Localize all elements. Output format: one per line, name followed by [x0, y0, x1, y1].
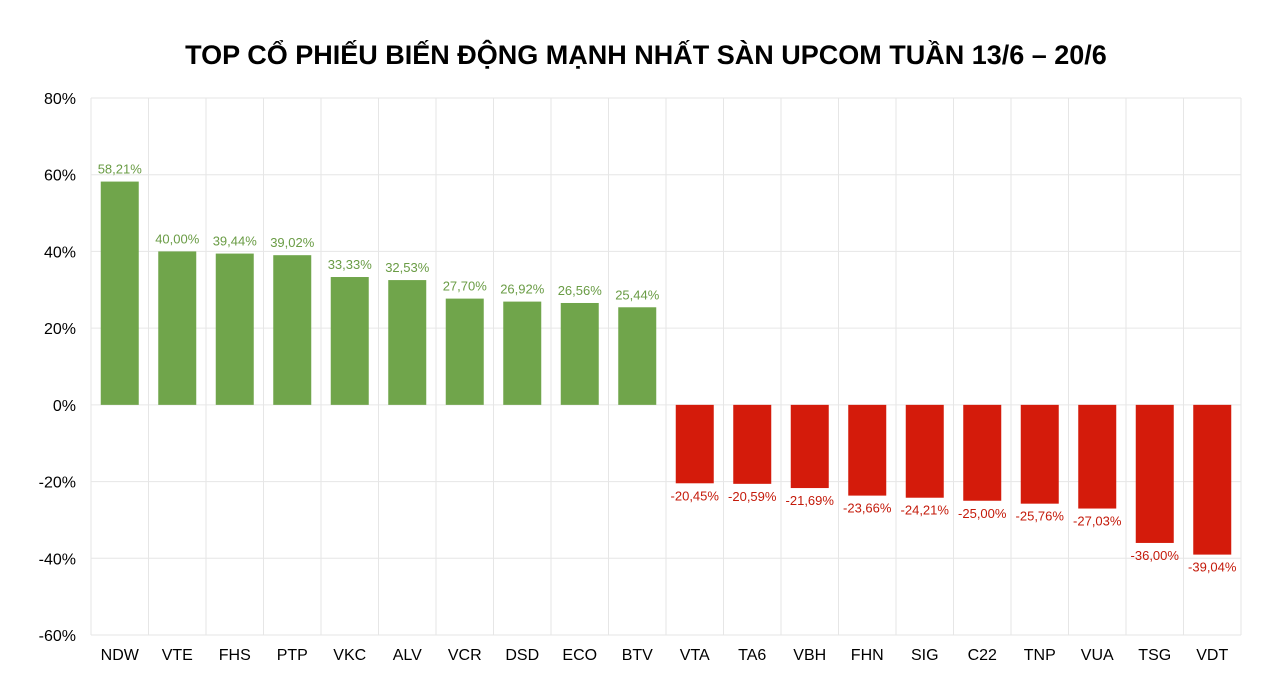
bar-ptp [273, 255, 312, 405]
x-tick-label: VDT [1196, 647, 1228, 664]
data-label-ptp: 39,02% [270, 235, 315, 250]
bar-c22 [963, 404, 1002, 501]
data-label-ta6: -20,59% [728, 489, 777, 504]
x-tick-label: TSG [1138, 647, 1171, 664]
data-label-vua: -27,03% [1073, 514, 1122, 529]
bar-tnp [1020, 404, 1059, 504]
x-tick-label: ECO [562, 647, 597, 664]
bar-vbh [790, 404, 829, 489]
x-tick-label: TNP [1024, 647, 1056, 664]
y-tick-label: -60% [39, 628, 76, 645]
data-label-c22: -25,00% [958, 506, 1007, 521]
y-tick-label: 0% [53, 398, 76, 415]
data-label-tsg: -36,00% [1131, 548, 1180, 563]
x-tick-label: VTE [162, 647, 193, 664]
data-label-vcr: 27,70% [443, 279, 488, 294]
data-label-btv: 25,44% [615, 287, 660, 302]
bars [100, 181, 1232, 555]
bar-vta [675, 404, 714, 484]
data-label-dsd: 26,92% [500, 282, 545, 297]
y-tick-label: 80% [44, 91, 76, 108]
bar-dsd [503, 301, 542, 405]
x-tick-label: VUA [1081, 647, 1114, 664]
data-label-fhn: -23,66% [843, 501, 892, 516]
bar-tsg [1135, 404, 1174, 543]
bar-vkc [330, 277, 369, 405]
data-label-vta: -20,45% [671, 488, 720, 503]
data-label-vbh: -21,69% [786, 493, 835, 508]
y-tick-label: 20% [44, 321, 76, 338]
chart-title: TOP CỔ PHIẾU BIẾN ĐỘNG MẠNH NHẤT SÀN UPC… [185, 39, 1107, 70]
x-tick-label: VKC [333, 647, 366, 664]
x-tick-label: BTV [622, 647, 653, 664]
data-label-tnp: -25,76% [1016, 509, 1065, 524]
y-tick-label: -40% [39, 551, 76, 568]
bar-btv [618, 307, 657, 405]
data-label-alv: 32,53% [385, 260, 430, 275]
bar-vdt [1193, 404, 1232, 555]
data-label-fhs: 39,44% [213, 234, 258, 249]
bar-ndw [100, 181, 139, 405]
data-label-eco: 26,56% [558, 283, 603, 298]
bar-vua [1078, 404, 1117, 509]
bar-ta6 [733, 404, 772, 484]
x-tick-label: VBH [793, 647, 826, 664]
data-label-vte: 40,00% [155, 231, 200, 246]
grid-layer [90, 97, 1242, 636]
x-tick-label: C22 [968, 647, 997, 664]
x-tick-label: FHS [219, 647, 251, 664]
bar-vte [158, 251, 197, 405]
x-tick-label: NDW [101, 647, 140, 664]
y-tick-label: 40% [44, 244, 76, 261]
bar-vcr [445, 298, 484, 405]
x-tick-label: FHN [851, 647, 884, 664]
x-tick-label: SIG [911, 647, 939, 664]
data-label-vdt: -39,04% [1188, 560, 1237, 575]
x-tick-label: ALV [393, 647, 422, 664]
y-tick-label: -20% [39, 475, 76, 492]
data-label-vkc: 33,33% [328, 257, 373, 272]
x-tick-label: PTP [277, 647, 308, 664]
x-tick-label: DSD [505, 647, 539, 664]
bar-fhn [848, 404, 887, 496]
y-axis: 80% 60% 40% 20% 0% -20% -40% -60% [39, 91, 76, 645]
bar-alv [388, 280, 427, 405]
bar-fhs [215, 253, 254, 405]
x-tick-label: TA6 [738, 647, 766, 664]
x-tick-label: VCR [448, 647, 482, 664]
y-tick-label: 60% [44, 168, 76, 185]
data-labels: 58,21% 40,00% 39,44% 39,02% 33,33% 32,53% 27,7… [98, 162, 1237, 575]
data-label-sig: -24,21% [901, 503, 950, 518]
data-label-ndw: 58,21% [98, 162, 143, 177]
bar-eco [560, 302, 599, 405]
bar-sig [905, 404, 944, 498]
x-tick-label: VTA [680, 647, 710, 664]
x-axis: NDW VTE FHS PTP VKC ALV VCR DSD ECO BTV VTA TA6 VBH F… [101, 647, 1229, 664]
